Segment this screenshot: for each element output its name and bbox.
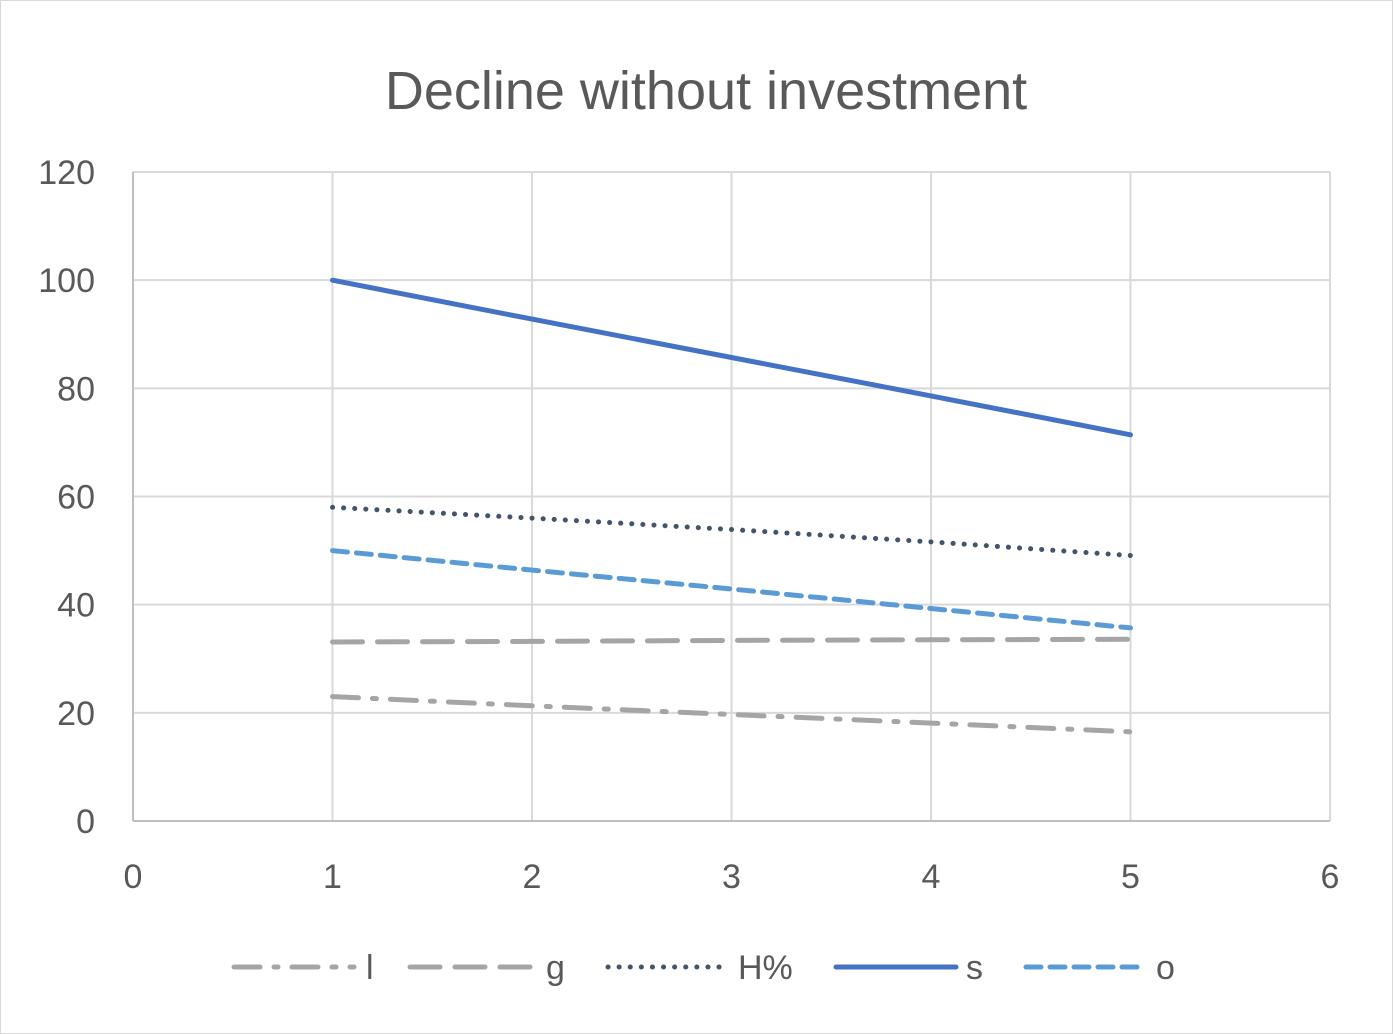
x-tick-label: 4	[922, 858, 941, 896]
x-tick-label: 5	[1121, 858, 1140, 896]
y-tick-label: 100	[38, 262, 95, 300]
legend: l g H% s o	[231, 949, 1175, 987]
legend-label-4: o	[1156, 949, 1175, 987]
series-line-4	[330, 548, 1133, 631]
y-tick-label: 120	[38, 154, 95, 192]
legend-label-2: H%	[738, 949, 793, 987]
y-tick-label: 80	[57, 370, 95, 408]
y-tick-label: 60	[57, 479, 95, 517]
x-tick-label: 0	[124, 858, 143, 896]
axes: 0 20 40 60 80 100 120 0 1 2 3 4 5 6	[38, 154, 1339, 896]
y-tick-label: 20	[57, 695, 95, 733]
x-tick-label: 1	[323, 858, 342, 896]
x-tick-label: 2	[523, 858, 542, 896]
x-tick-label: 6	[1321, 858, 1340, 896]
chart-title: Decline without investment	[385, 61, 1027, 121]
x-tick-label: 3	[722, 858, 741, 896]
series-line-2	[330, 504, 1133, 558]
series-line-0	[330, 694, 1133, 735]
series-lines	[330, 277, 1133, 735]
y-tick-label: 0	[76, 803, 95, 841]
legend-label-3: s	[966, 949, 983, 987]
legend-label-1: g	[546, 949, 565, 987]
series-line-3	[330, 277, 1133, 438]
y-tick-label: 40	[57, 587, 95, 625]
gridlines	[133, 171, 1331, 821]
legend-label-0: l	[366, 949, 374, 987]
series-line-1	[330, 636, 1133, 645]
